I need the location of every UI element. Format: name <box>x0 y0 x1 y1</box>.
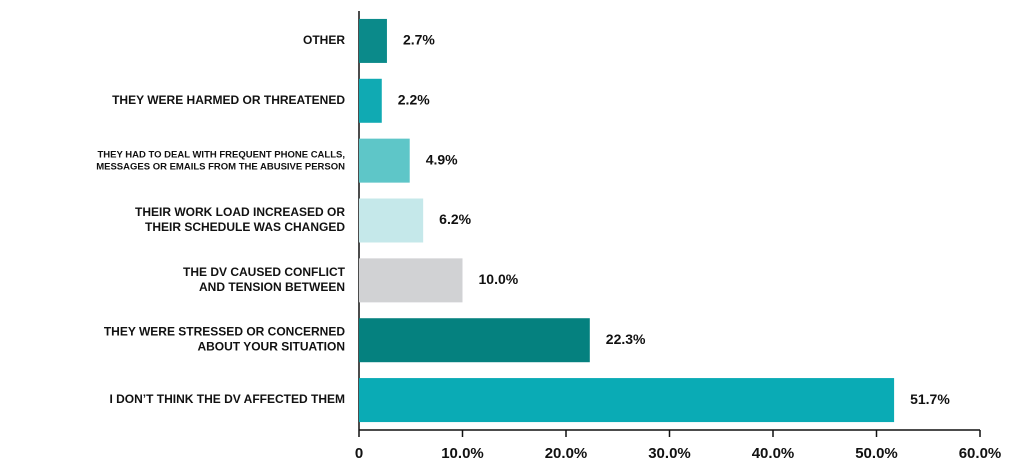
y-tick-label: I DON’T THINK THE DV AFFECTED THEM <box>109 392 345 406</box>
y-tick-label: THEY WERE STRESSED OR CONCERNED ABOUT YOU… <box>104 325 345 354</box>
bar <box>359 198 424 243</box>
x-tick-label: 0 <box>355 445 363 462</box>
value-label: 4.9% <box>426 151 458 167</box>
value-label: 2.7% <box>403 32 435 48</box>
y-tick-label: OTHER <box>303 33 345 47</box>
bar <box>359 378 895 423</box>
x-tick-label: 10.0% <box>441 445 484 462</box>
y-tick-label: THE DV CAUSED CONFLICT AND TENSION BETWEE… <box>183 265 346 294</box>
bar <box>359 18 387 63</box>
y-tick-label: THEY WERE HARMED OR THREATENED <box>112 93 345 107</box>
value-label: 6.2% <box>439 211 471 227</box>
value-label: 22.3% <box>606 331 646 347</box>
x-tick-label: 50.0% <box>855 445 898 462</box>
x-tick-label: 40.0% <box>752 445 795 462</box>
x-tick-label: 20.0% <box>545 445 588 462</box>
bar <box>359 78 382 123</box>
bar <box>359 318 590 363</box>
value-label: 2.2% <box>398 91 430 107</box>
y-tick-label: THEY HAD TO DEAL WITH FREQUENT PHONE CAL… <box>96 149 345 172</box>
bar <box>359 138 410 183</box>
y-tick-label: THEIR WORK LOAD INCREASED OR THEIR SCHEDU… <box>135 205 345 234</box>
bar <box>359 258 463 303</box>
x-tick-label: 60.0% <box>959 445 1002 462</box>
value-label: 51.7% <box>910 391 950 407</box>
x-tick-label: 30.0% <box>648 445 691 462</box>
value-label: 10.0% <box>479 271 519 287</box>
